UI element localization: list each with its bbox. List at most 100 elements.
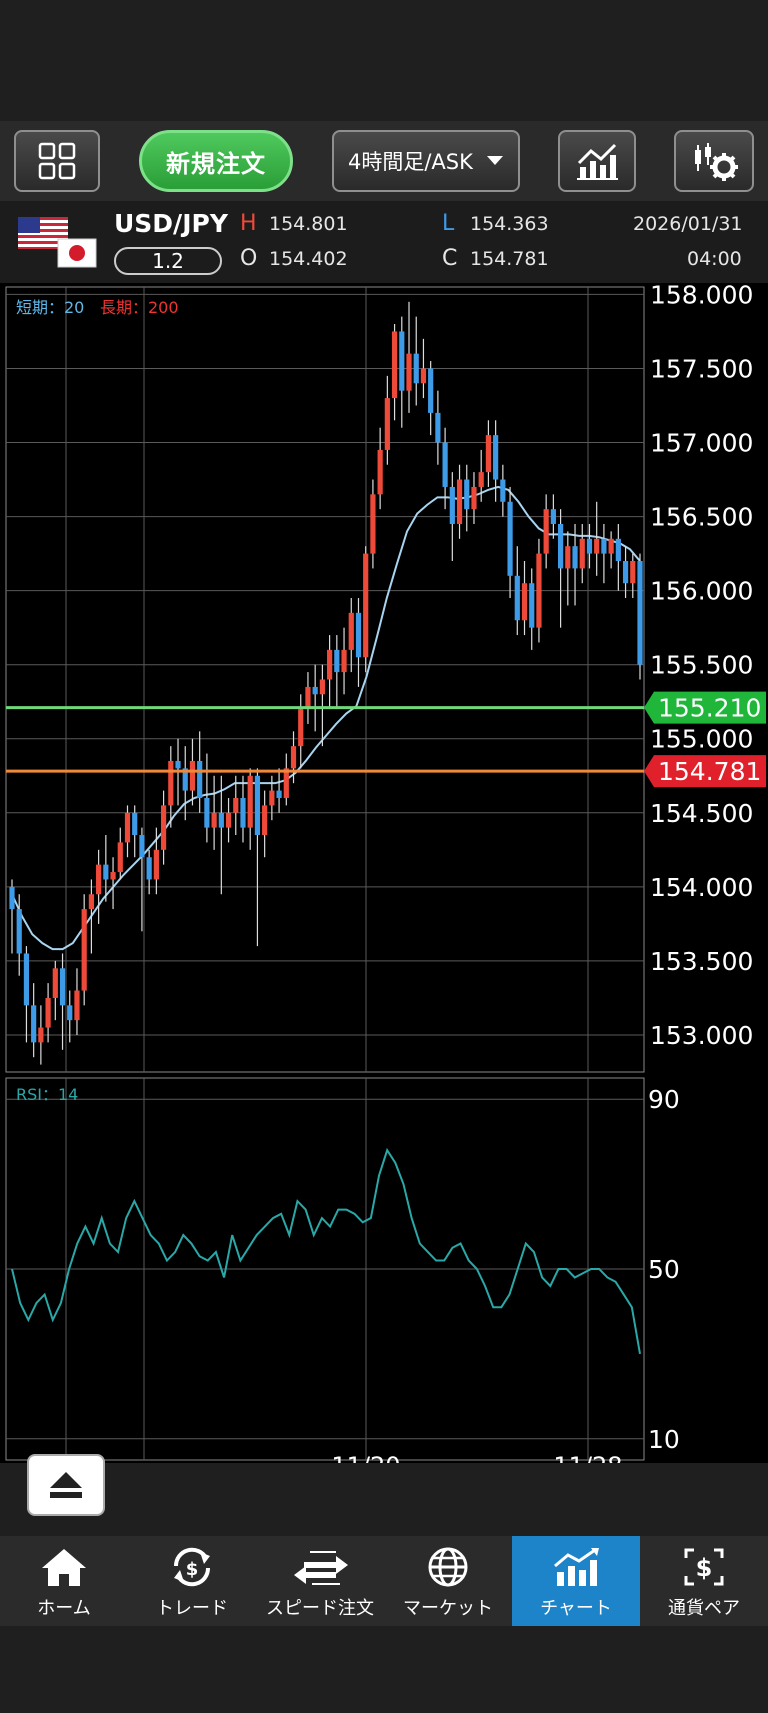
- ask-price-badge: [644, 755, 766, 788]
- candle: [449, 472, 455, 562]
- nav-speed-order[interactable]: スピード注文: [256, 1536, 384, 1626]
- nav-home-label: ホーム: [37, 1598, 91, 1619]
- candle: [327, 635, 333, 710]
- nav-market[interactable]: マーケット: [384, 1536, 512, 1626]
- candle: [442, 427, 448, 510]
- svg-text:$: $: [186, 1559, 199, 1580]
- close-label: C: [442, 246, 458, 271]
- candle-body: [449, 486, 455, 524]
- grid-icon: [38, 142, 76, 180]
- candle: [254, 768, 261, 947]
- candle: [637, 553, 643, 680]
- candle-body: [175, 760, 181, 769]
- candle: [543, 494, 549, 569]
- indicator-button[interactable]: [558, 130, 636, 192]
- quote-time: 04:00: [687, 248, 742, 270]
- candle: [608, 531, 614, 569]
- candle: [428, 361, 434, 436]
- candle-body: [456, 479, 463, 524]
- candle: [276, 768, 282, 813]
- quote-header: USD/JPY 1.2 H 154.801 O 154.402 L 154.36…: [0, 201, 768, 283]
- trade-icon: $: [173, 1547, 211, 1587]
- candle-body: [622, 561, 629, 584]
- nav-currency-pair[interactable]: $ 通貨ペア: [640, 1536, 768, 1626]
- rsi-tick-label: 90: [648, 1085, 680, 1114]
- candle-body: [59, 968, 66, 1006]
- candle-body: [370, 494, 376, 554]
- nav-home[interactable]: ホーム: [0, 1536, 128, 1626]
- candle: [550, 494, 556, 539]
- candle-body: [391, 331, 398, 399]
- candle-body: [514, 575, 520, 621]
- ask-price-label: 154.781: [658, 757, 761, 786]
- candle-body: [45, 997, 51, 1028]
- candle: [81, 894, 87, 1006]
- candle: [536, 538, 542, 643]
- price-tick-label: 153.000: [650, 1021, 753, 1050]
- candle: [493, 420, 499, 502]
- candle-body: [189, 760, 196, 791]
- candle-body: [31, 1005, 37, 1043]
- candle-body: [615, 538, 621, 562]
- rsi-legend: RSI：14: [16, 1085, 78, 1104]
- candle-body: [52, 968, 58, 998]
- candle-body: [16, 909, 22, 954]
- timeframe-select[interactable]: 4時間足/ASK: [332, 130, 520, 192]
- short-ma-line: [11, 485, 641, 951]
- candle-body: [269, 790, 275, 806]
- candle-body: [420, 368, 427, 384]
- candle: [132, 805, 138, 858]
- candle: [413, 316, 419, 406]
- candle: [363, 546, 369, 673]
- candle-body: [197, 760, 203, 798]
- date-tick-label: 11/20: [331, 1452, 400, 1463]
- chart-icon: [554, 1548, 599, 1586]
- rsi-line: [11, 1147, 641, 1355]
- candle-body: [334, 649, 340, 673]
- candle-body: [413, 353, 419, 384]
- nav-chart-label: チャート: [540, 1598, 612, 1619]
- candle-body: [384, 398, 390, 450]
- price-chart-svg[interactable]: 158.000 157.500 157.000 156.500 156.000 155.5…: [0, 280, 768, 1480]
- nav-chart[interactable]: チャート: [512, 1536, 640, 1626]
- candle-body: [406, 353, 412, 391]
- candle-body: [572, 546, 578, 569]
- rsi-tick-label: 50: [648, 1255, 680, 1284]
- candle-body: [204, 797, 210, 828]
- candle-body: [355, 612, 362, 658]
- candle-body: [117, 842, 123, 873]
- candle: [67, 990, 73, 1043]
- candle: [622, 546, 629, 599]
- candle: [262, 790, 268, 858]
- candle: [485, 420, 492, 487]
- candle: [370, 479, 376, 569]
- chart-area[interactable]: 158.000 157.500 157.000 156.500 156.000 155.5…: [0, 280, 768, 1480]
- chart-settings-button[interactable]: [674, 130, 754, 192]
- usd-jpy-flag-icon: [18, 217, 97, 268]
- candle: [420, 338, 427, 399]
- candle: [478, 449, 484, 502]
- home-icon: [42, 1549, 86, 1586]
- candle: [218, 775, 224, 895]
- candle-body: [110, 872, 116, 880]
- moving-average-layer: [11, 485, 641, 951]
- candle: [38, 1005, 44, 1065]
- rsi-tick-label: 10: [648, 1425, 680, 1454]
- nav-trade[interactable]: $ トレード: [128, 1536, 256, 1626]
- axis-layer: 158.000 157.500 157.000 156.500 156.000 155.5…: [6, 280, 766, 1480]
- candle-body: [435, 412, 441, 443]
- candle-body: [363, 553, 369, 658]
- menu-grid-button[interactable]: [14, 130, 100, 192]
- candle-body: [579, 538, 585, 569]
- chart-grid: [5, 286, 645, 1461]
- collapse-panel-button[interactable]: [27, 1454, 105, 1516]
- new-order-button[interactable]: 新規注文: [139, 130, 293, 192]
- candle-body: [493, 435, 499, 480]
- candle-body: [348, 612, 354, 650]
- candle: [290, 731, 297, 784]
- price-tick-label: 155.000: [650, 725, 753, 754]
- candle-body: [182, 768, 188, 791]
- chevron-down-icon: [487, 156, 503, 165]
- candle-body: [103, 864, 109, 880]
- price-tick-label: 154.000: [650, 873, 753, 902]
